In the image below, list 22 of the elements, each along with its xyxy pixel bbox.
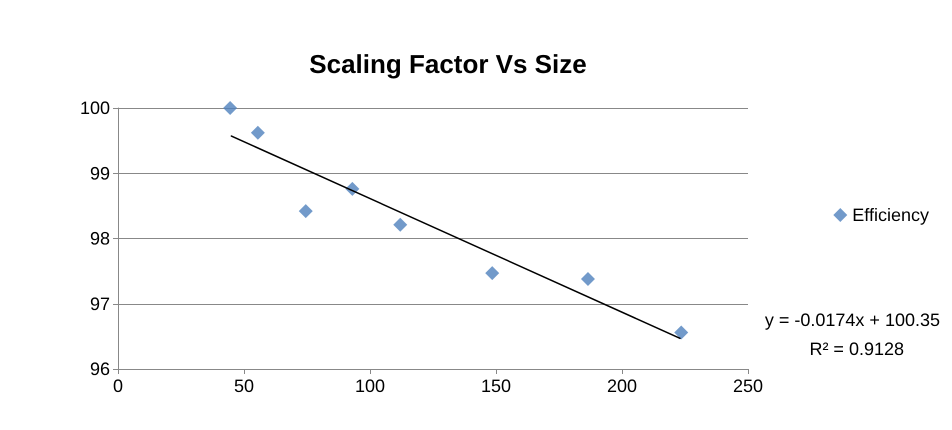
x-tick-label: 250 (732, 376, 764, 396)
x-tick-label: 150 (480, 376, 512, 396)
x-tick-label: 50 (234, 376, 254, 396)
y-tick-label: 96 (90, 359, 110, 379)
text: R² = 0.9128 (809, 339, 904, 359)
y-tick-label: 98 (90, 228, 110, 248)
chart-title: Scaling Factor Vs Size (309, 49, 587, 79)
point (223, 101, 238, 115)
point (393, 218, 408, 232)
text: y = -0.0174x + 100.35 (764, 310, 940, 330)
point (674, 325, 688, 340)
legend-label: Efficiency (852, 205, 929, 225)
point (298, 204, 313, 218)
y-tick-label: 100 (80, 98, 110, 118)
point (250, 126, 265, 140)
x-tick-label: 100 (354, 376, 386, 396)
x-tick-label: 0 (112, 376, 124, 396)
y-tick-label: 99 (90, 163, 110, 184)
y-tick-label: 97 (90, 294, 110, 314)
point (580, 272, 595, 286)
point (485, 266, 500, 280)
x-tick-label: 200 (606, 376, 638, 396)
